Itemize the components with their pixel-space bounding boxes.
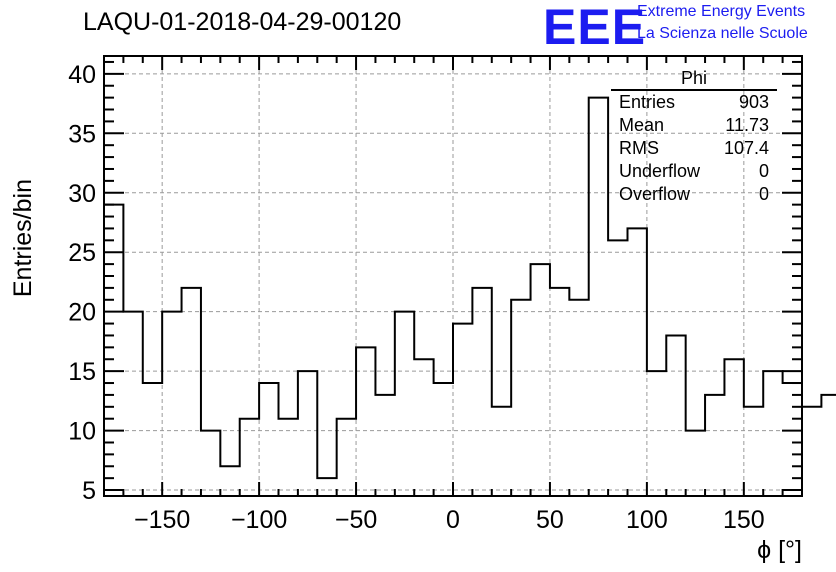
plot-frame (103, 55, 803, 497)
y-tick-label: 20 (68, 299, 96, 327)
stats-value: 903 (738, 92, 769, 112)
y-tick-label: 15 (68, 358, 96, 386)
stats-label: RMS (619, 138, 659, 158)
stats-row-underflow: Underflow 0 (611, 160, 777, 183)
x-tick-labels: −150 −100 −50 0 50 100 150 (134, 506, 765, 534)
x-tick-label: 150 (723, 506, 765, 534)
logo-line-2: La Scienza nelle Scuole (637, 25, 808, 42)
stats-title: Phi (611, 68, 777, 91)
x-tick-label: −150 (134, 506, 190, 534)
y-tick-label: 25 (68, 239, 96, 267)
logo-line-1: Extreme Energy Events (637, 3, 806, 20)
stats-value: 11.73 (725, 115, 769, 135)
stats-value: 0 (758, 184, 769, 204)
y-tick-label: 5 (82, 477, 96, 505)
x-tick-label: 100 (626, 506, 668, 534)
stats-label: Entries (619, 92, 676, 112)
stats-label: Overflow (619, 184, 691, 204)
stats-label: Underflow (619, 161, 701, 181)
x-tick-label: −100 (231, 506, 287, 534)
axis-ticks (104, 56, 802, 496)
histogram-outline (104, 96, 836, 480)
y-tick-label: 35 (68, 120, 96, 148)
x-tick-label: 0 (446, 506, 460, 534)
x-tick-label: 50 (536, 506, 564, 534)
x-axis-label: ϕ [°] (757, 536, 802, 564)
eee-logo-mark: EEE (543, 0, 647, 55)
stats-row-overflow: Overflow 0 (611, 183, 777, 206)
y-tick-label: 30 (68, 180, 96, 208)
y-axis-label: Entries/bin (9, 179, 37, 297)
stats-row-entries: Entries 903 (611, 91, 777, 114)
stats-value: 0 (758, 161, 769, 181)
y-tick-label: 40 (68, 61, 96, 89)
y-tick-labels: 5 10 15 20 25 30 35 40 (68, 61, 96, 505)
stats-box: Phi Entries 903 Mean 11.73 RMS 107.4 Und… (611, 68, 777, 206)
stats-row-rms: RMS 107.4 (611, 137, 777, 160)
stats-label: Mean (619, 115, 665, 135)
plot-title: LAQU-01-2018-04-29-00120 (83, 8, 402, 36)
stats-value: 107.4 (723, 138, 769, 158)
y-tick-label: 10 (68, 418, 96, 446)
x-tick-label: −50 (335, 506, 377, 534)
stats-row-mean: Mean 11.73 (611, 114, 777, 137)
